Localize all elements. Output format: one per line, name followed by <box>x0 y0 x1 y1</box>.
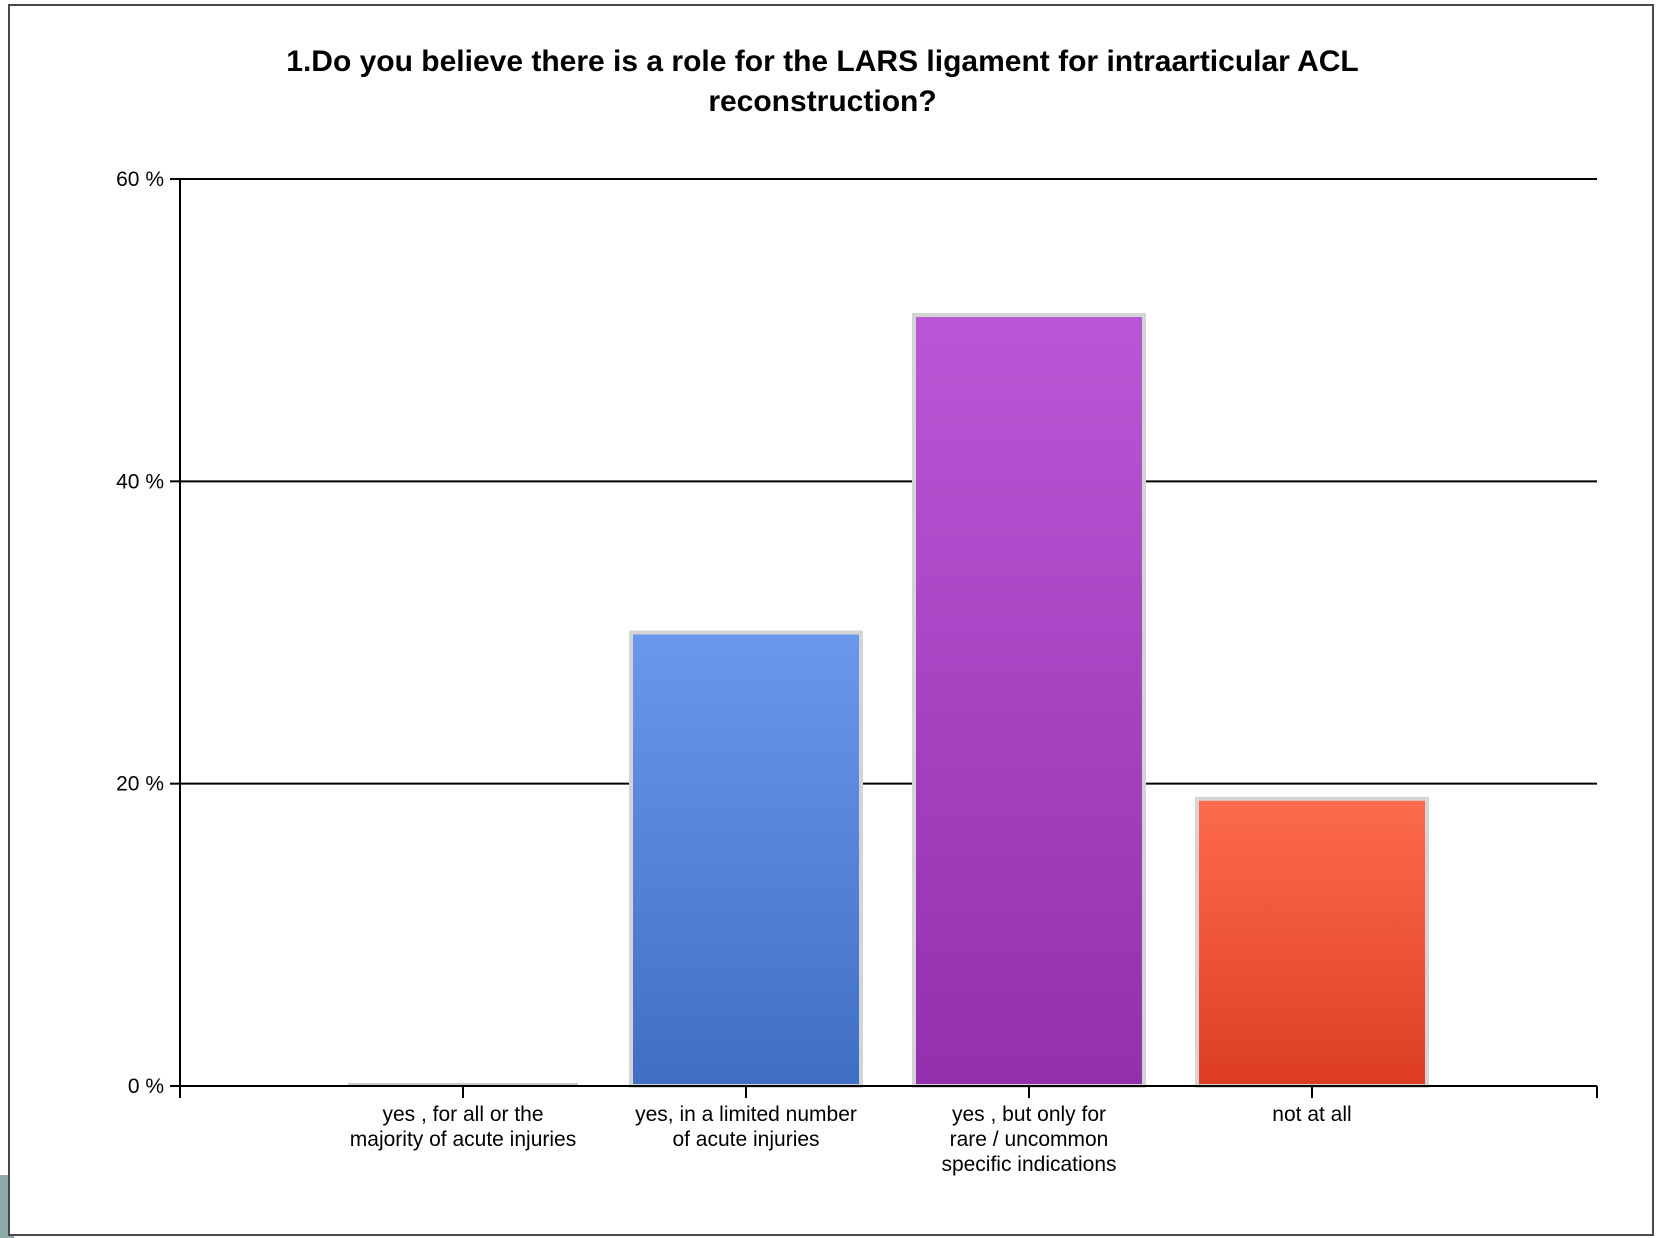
bar <box>348 1083 578 1086</box>
bar <box>1195 796 1429 1088</box>
x-tick-label: yes, in a limited number of acute injurie… <box>635 1103 857 1151</box>
y-tick-label: 60 % <box>116 168 164 191</box>
bar <box>912 313 1146 1088</box>
y-tick-label: 40 % <box>116 470 164 493</box>
chart-title: 1.Do you believe there is a role for the… <box>286 45 1359 118</box>
x-tick-label: yes , but only for rare / uncommon specifi… <box>941 1103 1116 1176</box>
y-tick-label: 20 % <box>116 773 164 796</box>
x-tick-label: yes , for all or the majority of acute in… <box>350 1103 576 1151</box>
grid-layer <box>180 178 1597 785</box>
x-tick-label: not at all <box>1272 1103 1351 1126</box>
label-layer: 0 % 20 % 40 % 60 % yes , for all or the major… <box>116 168 1352 1176</box>
axis-layer <box>170 178 1598 1098</box>
y-tick-label: 0 % <box>128 1075 164 1098</box>
bar-layer <box>348 313 1429 1088</box>
bar <box>629 630 863 1088</box>
